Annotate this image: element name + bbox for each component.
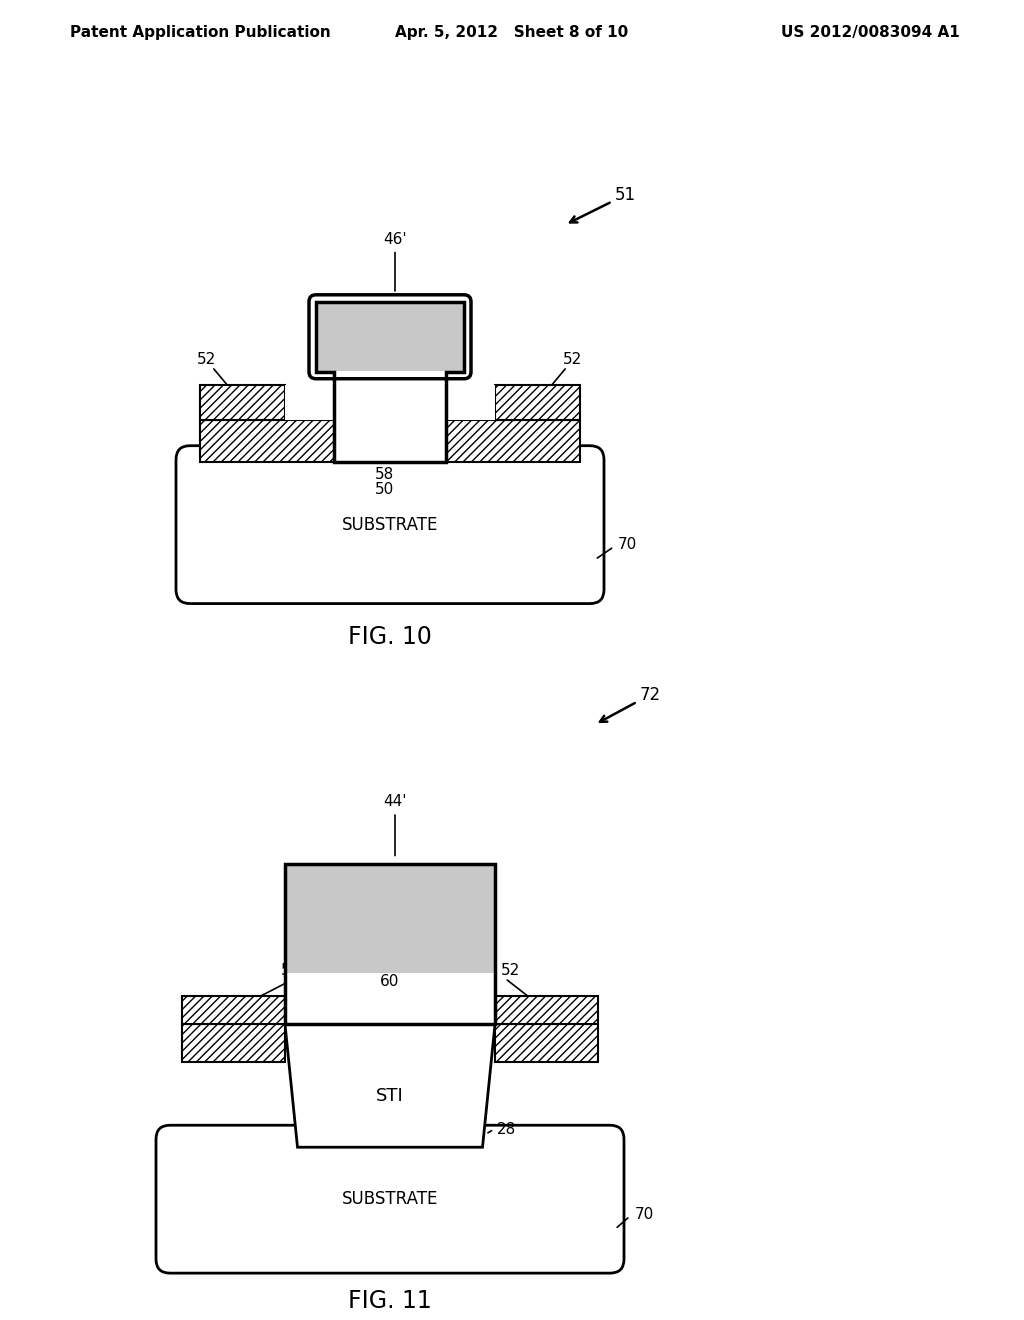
Text: 28: 28 — [497, 1122, 516, 1137]
Bar — [182, 997, 285, 1024]
Text: 50: 50 — [376, 482, 394, 496]
Text: SUBSTRATE: SUBSTRATE — [342, 1191, 438, 1208]
Text: STI: STI — [376, 1086, 403, 1105]
FancyBboxPatch shape — [156, 1125, 624, 1272]
Text: 52: 52 — [198, 351, 217, 367]
Text: FIG. 10: FIG. 10 — [348, 624, 432, 648]
Bar — [335, 372, 445, 461]
Text: 70: 70 — [635, 1206, 654, 1222]
Text: SUBSTRATE: SUBSTRATE — [342, 516, 438, 533]
Text: Patent Application Publication: Patent Application Publication — [70, 25, 331, 40]
Text: Apr. 5, 2012   Sheet 8 of 10: Apr. 5, 2012 Sheet 8 of 10 — [395, 25, 629, 40]
Bar — [286, 866, 494, 973]
Text: 60: 60 — [380, 974, 399, 989]
Polygon shape — [316, 302, 464, 462]
Bar — [495, 1024, 598, 1063]
Bar — [285, 865, 495, 1024]
Bar — [317, 302, 463, 371]
Bar — [285, 865, 495, 1024]
Polygon shape — [285, 1024, 495, 1147]
Bar — [200, 420, 580, 462]
Bar — [285, 384, 495, 420]
Text: 60: 60 — [454, 389, 520, 411]
Text: 44': 44' — [383, 795, 407, 855]
Text: 42: 42 — [555, 1048, 574, 1063]
Text: 52: 52 — [501, 964, 519, 978]
FancyBboxPatch shape — [176, 446, 604, 603]
Text: 72: 72 — [600, 685, 662, 722]
Text: 42: 42 — [206, 1048, 224, 1063]
Bar — [495, 384, 580, 420]
Bar — [182, 1024, 285, 1063]
Text: 70: 70 — [618, 537, 637, 552]
Bar — [495, 997, 598, 1024]
Text: 52: 52 — [281, 964, 300, 978]
Text: 51: 51 — [570, 186, 636, 222]
Text: FIG. 11: FIG. 11 — [348, 1290, 432, 1313]
Text: 52: 52 — [562, 351, 582, 367]
Text: 46': 46' — [383, 232, 407, 290]
Bar — [286, 975, 494, 1023]
Text: US 2012/0083094 A1: US 2012/0083094 A1 — [781, 25, 961, 40]
Text: 58: 58 — [376, 467, 394, 482]
Bar — [200, 384, 285, 420]
